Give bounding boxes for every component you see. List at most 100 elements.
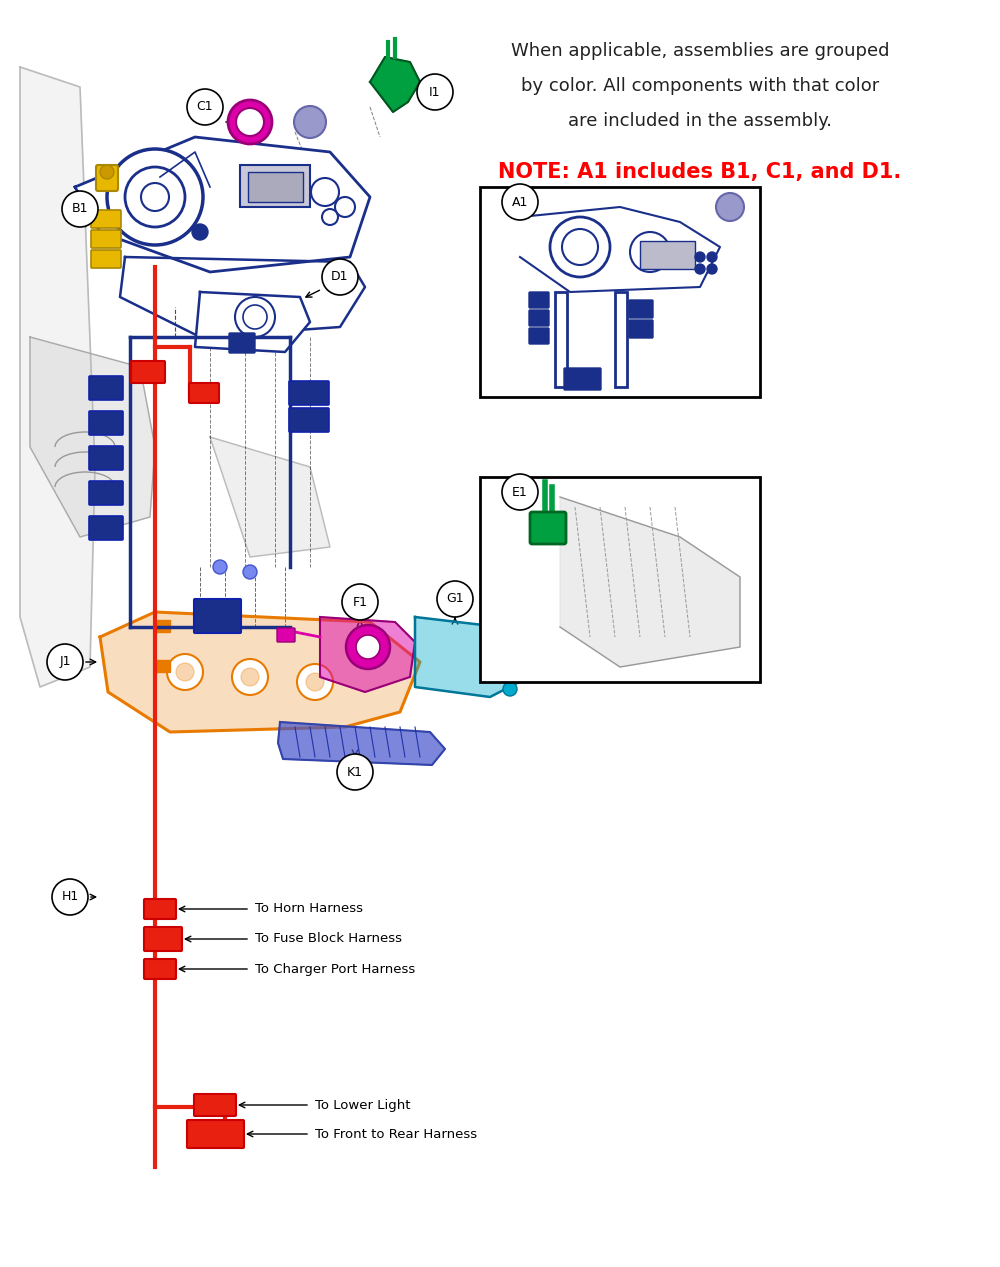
Polygon shape	[278, 722, 445, 765]
Circle shape	[236, 108, 264, 136]
Circle shape	[306, 673, 324, 691]
Text: To Charger Port Harness: To Charger Port Harness	[255, 963, 415, 976]
Polygon shape	[415, 617, 530, 697]
FancyBboxPatch shape	[530, 512, 566, 544]
Circle shape	[322, 209, 338, 226]
Circle shape	[707, 264, 717, 274]
Bar	[155, 660, 170, 672]
Circle shape	[176, 663, 194, 680]
Text: H1: H1	[61, 891, 79, 903]
Bar	[240, 165, 310, 207]
Circle shape	[228, 100, 272, 144]
Circle shape	[502, 184, 538, 220]
Bar	[640, 241, 695, 269]
FancyBboxPatch shape	[89, 481, 123, 506]
Text: D1: D1	[331, 270, 349, 284]
Circle shape	[437, 582, 473, 617]
Text: B1: B1	[72, 203, 88, 215]
Circle shape	[716, 193, 744, 220]
Circle shape	[707, 252, 717, 262]
Circle shape	[695, 264, 705, 274]
Circle shape	[235, 296, 275, 337]
Circle shape	[141, 182, 169, 212]
Circle shape	[243, 565, 257, 579]
Polygon shape	[210, 437, 330, 557]
FancyBboxPatch shape	[289, 381, 329, 405]
Circle shape	[695, 252, 705, 262]
Bar	[248, 172, 303, 201]
Text: are included in the assembly.: are included in the assembly.	[568, 111, 832, 131]
FancyBboxPatch shape	[194, 1093, 236, 1116]
Text: When applicable, assemblies are grouped: When applicable, assemblies are grouped	[511, 42, 889, 60]
Text: To Lower Light: To Lower Light	[315, 1098, 411, 1111]
Circle shape	[187, 89, 223, 125]
FancyBboxPatch shape	[131, 361, 165, 383]
Circle shape	[335, 196, 355, 217]
FancyBboxPatch shape	[144, 900, 176, 919]
FancyBboxPatch shape	[89, 376, 123, 400]
Circle shape	[491, 622, 505, 636]
FancyBboxPatch shape	[289, 408, 329, 432]
Polygon shape	[320, 617, 415, 692]
FancyBboxPatch shape	[96, 165, 118, 191]
Polygon shape	[120, 257, 365, 337]
FancyBboxPatch shape	[89, 516, 123, 540]
Text: To Front to Rear Harness: To Front to Rear Harness	[315, 1128, 477, 1140]
Text: To Horn Harness: To Horn Harness	[255, 902, 363, 916]
FancyBboxPatch shape	[277, 628, 295, 642]
Circle shape	[47, 644, 83, 680]
Text: C1: C1	[197, 100, 213, 114]
FancyBboxPatch shape	[229, 333, 255, 353]
Circle shape	[62, 191, 98, 227]
FancyBboxPatch shape	[564, 367, 601, 390]
FancyBboxPatch shape	[529, 291, 549, 308]
Text: F1: F1	[352, 595, 368, 608]
Circle shape	[241, 668, 259, 685]
Polygon shape	[195, 291, 310, 352]
FancyBboxPatch shape	[189, 383, 219, 403]
Polygon shape	[100, 612, 420, 732]
Text: J1: J1	[59, 655, 71, 669]
FancyBboxPatch shape	[91, 231, 121, 248]
FancyBboxPatch shape	[187, 1120, 244, 1148]
Bar	[555, 291, 567, 386]
FancyBboxPatch shape	[144, 959, 176, 979]
Circle shape	[630, 232, 670, 272]
FancyBboxPatch shape	[89, 411, 123, 435]
Circle shape	[107, 150, 203, 245]
Text: I1: I1	[429, 85, 441, 99]
Circle shape	[213, 560, 227, 574]
Circle shape	[346, 625, 390, 669]
Circle shape	[503, 682, 517, 696]
FancyBboxPatch shape	[144, 927, 182, 952]
Polygon shape	[370, 57, 420, 111]
Bar	[155, 620, 170, 632]
FancyBboxPatch shape	[89, 446, 123, 470]
Polygon shape	[20, 67, 95, 687]
Circle shape	[417, 73, 453, 110]
Circle shape	[562, 229, 598, 265]
Circle shape	[100, 165, 114, 179]
Circle shape	[550, 217, 610, 277]
Polygon shape	[560, 497, 740, 666]
Circle shape	[515, 645, 529, 659]
Circle shape	[52, 879, 88, 915]
FancyBboxPatch shape	[629, 300, 653, 318]
FancyBboxPatch shape	[529, 328, 549, 345]
Text: G1: G1	[446, 593, 464, 606]
FancyBboxPatch shape	[629, 321, 653, 338]
FancyBboxPatch shape	[91, 250, 121, 269]
FancyBboxPatch shape	[91, 210, 121, 228]
Circle shape	[342, 584, 378, 620]
Bar	[480, 476, 760, 682]
FancyBboxPatch shape	[194, 599, 241, 634]
Circle shape	[232, 659, 268, 696]
Circle shape	[125, 167, 185, 227]
Polygon shape	[30, 337, 155, 537]
Circle shape	[294, 106, 326, 138]
Circle shape	[502, 474, 538, 511]
Bar	[615, 291, 627, 386]
Polygon shape	[520, 207, 720, 291]
Circle shape	[322, 258, 358, 295]
Text: NOTE: A1 includes B1, C1, and D1.: NOTE: A1 includes B1, C1, and D1.	[498, 162, 902, 182]
